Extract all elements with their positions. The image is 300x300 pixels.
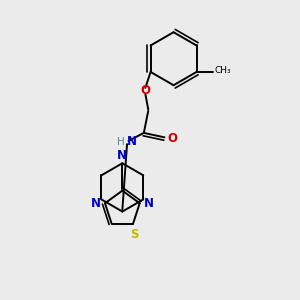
Text: N: N	[127, 135, 137, 148]
Text: N: N	[91, 197, 101, 210]
Text: CH₃: CH₃	[215, 66, 231, 75]
Text: N: N	[144, 197, 154, 210]
Text: O: O	[167, 132, 177, 145]
Text: H: H	[117, 137, 125, 147]
Text: O: O	[140, 84, 150, 97]
Text: S: S	[130, 228, 139, 241]
Text: N: N	[117, 149, 127, 162]
